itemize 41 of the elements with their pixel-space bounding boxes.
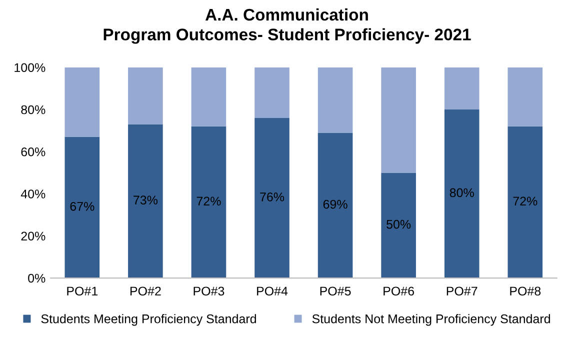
y-tick-label: 100%	[14, 63, 46, 72]
x-tick-label: PO#1	[67, 286, 98, 296]
x-tick-label: PO#8	[510, 286, 541, 296]
bar	[381, 172, 416, 278]
x-tick-label: PO#4	[257, 286, 288, 296]
bar	[254, 67, 290, 118]
bar	[128, 124, 163, 278]
legend-label: Students Meeting Proficiency Standard	[41, 314, 256, 326]
data-label: 69%	[323, 200, 348, 209]
legend-label: Students Not Meeting Proficiency Standard	[312, 314, 550, 326]
bar	[191, 126, 226, 278]
x-tick-label: PO#3	[194, 286, 224, 296]
data-label: 80%	[450, 188, 474, 198]
x-tick-label: PO#2	[130, 286, 161, 296]
x-tick-label: PO#6	[384, 286, 414, 296]
bar	[318, 67, 353, 133]
bar	[444, 67, 480, 110]
chart-title: A.A. Communication Program Outcomes- Student Proficiency- 2021	[104, 8, 471, 44]
x-tick-label: PO#5	[320, 286, 351, 296]
bar	[508, 126, 543, 278]
data-label: 72%	[513, 196, 538, 206]
y-tick-label: 20%	[21, 232, 46, 241]
bar	[191, 67, 226, 126]
bar	[381, 67, 416, 173]
bar	[64, 136, 100, 278]
y-tick-label: 80%	[21, 105, 46, 114]
bar	[318, 132, 353, 278]
data-label: 72%	[196, 196, 221, 206]
data-label: 73%	[134, 196, 158, 204]
bar	[128, 67, 163, 124]
bar	[254, 118, 290, 278]
bar	[444, 110, 480, 278]
x-tick-label: PO#7	[446, 286, 478, 296]
y-tick-label: 60%	[21, 147, 46, 156]
data-label: 76%	[260, 192, 284, 202]
bar	[64, 67, 100, 137]
bar	[508, 67, 543, 126]
y-tick-label: 0%	[28, 274, 46, 283]
data-label: 67%	[70, 202, 94, 211]
data-label: 50%	[386, 220, 411, 229]
y-tick-label: 40%	[20, 190, 46, 198]
